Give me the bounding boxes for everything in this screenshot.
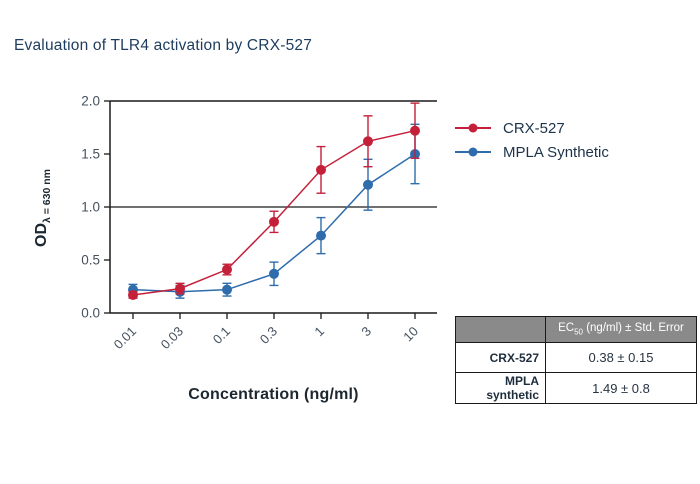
data-point xyxy=(316,230,326,241)
row-value-mpla: 1.49 ± 0.8 xyxy=(545,372,697,404)
data-point xyxy=(410,125,420,136)
data-point xyxy=(316,164,326,175)
ec50-prefix: EC xyxy=(558,322,575,335)
figure-title: Evaluation of TLR4 activation by CRX-527 xyxy=(14,37,313,54)
x-tick-label: 0.3 xyxy=(257,324,280,347)
data-point xyxy=(222,284,232,295)
data-point xyxy=(363,179,373,190)
x-axis-title: Concentration (ng/ml) xyxy=(188,386,359,403)
table-header-row: EC50 (ng/ml) ± Std. Error xyxy=(455,316,697,343)
x-tick-label: 0.1 xyxy=(210,324,233,347)
y-axis-title-main: OD xyxy=(32,223,50,247)
table-row-mpla: MPLA synthetic 1.49 ± 0.8 xyxy=(455,372,697,404)
data-point xyxy=(269,268,279,279)
data-point xyxy=(363,136,373,147)
y-axis-title-sub: λ = 630 nm xyxy=(41,169,54,223)
y-tick-label: 1.5 xyxy=(81,147,100,162)
row-label-mpla: MPLA synthetic xyxy=(455,372,546,404)
data-point xyxy=(269,216,279,227)
x-tick-label: 10 xyxy=(400,324,421,345)
ec50-subscript: 50 xyxy=(574,327,583,337)
legend-marker-mpla-icon xyxy=(455,147,491,158)
ec50-suffix: (ng/ml) ± Std. Error xyxy=(583,322,684,335)
legend-item-mpla: MPLA Synthetic xyxy=(455,141,609,163)
y-tick-label: 1.0 xyxy=(81,200,100,215)
data-point xyxy=(175,283,185,294)
row-value-crx527: 0.38 ± 0.15 xyxy=(545,342,697,373)
table-row-crx527: CRX-527 0.38 ± 0.15 xyxy=(455,342,697,373)
chart-legend: CRX-527 MPLA Synthetic xyxy=(455,117,609,163)
table-header-ec50: EC50 (ng/ml) ± Std. Error xyxy=(545,316,697,343)
data-point xyxy=(128,289,138,300)
table-corner-cell xyxy=(455,316,546,343)
x-tick-label: 0.01 xyxy=(111,324,140,353)
x-tick-label: 3 xyxy=(358,324,374,340)
legend-label-crx527: CRX-527 xyxy=(503,119,565,137)
legend-marker-crx527-icon xyxy=(455,123,491,134)
axes: 0.0 0.5 1.0 1.5 2.0 0.01 0.03 0.1 0.3 1 3 10 xyxy=(81,94,437,353)
x-tick-label: 0.03 xyxy=(158,324,187,353)
x-tick-label: 1 xyxy=(311,324,327,340)
row-label-crx527: CRX-527 xyxy=(455,342,546,373)
series-crx-527 xyxy=(128,102,420,300)
legend-label-mpla: MPLA Synthetic xyxy=(503,143,609,161)
y-tick-label: 2.0 xyxy=(81,94,100,109)
y-axis-title: ODλ = 630 nm xyxy=(33,169,53,247)
y-tick-label: 0.0 xyxy=(81,306,100,321)
legend-item-crx527: CRX-527 xyxy=(455,117,609,139)
ec50-table: EC50 (ng/ml) ± Std. Error CRX-527 0.38 ±… xyxy=(455,316,697,404)
data-point xyxy=(222,264,232,275)
y-tick-label: 0.5 xyxy=(81,253,100,268)
